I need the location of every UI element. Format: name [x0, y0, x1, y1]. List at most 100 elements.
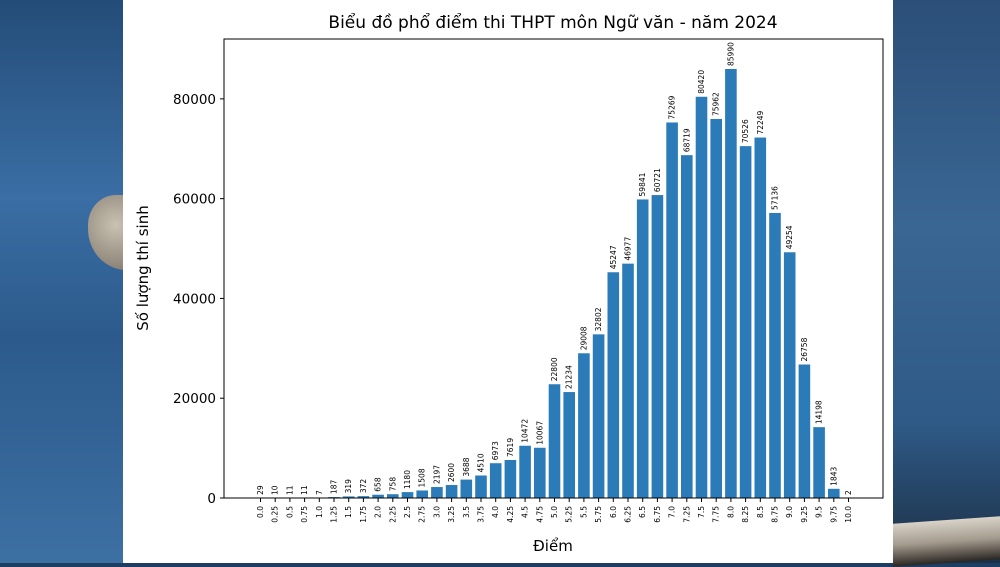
bar-3.5: [461, 480, 473, 498]
bar-2.25: [387, 494, 399, 498]
bar-5.25: [563, 392, 575, 498]
x-tick-label: 2.75: [418, 506, 427, 523]
data-label: 85990: [726, 42, 735, 66]
x-tick-label: 6.75: [653, 506, 662, 523]
bar-9.0: [784, 252, 796, 498]
x-tick-label: 7.5: [697, 506, 706, 518]
data-label: 49254: [785, 225, 794, 249]
bar-7.0: [666, 122, 678, 498]
data-label: 2: [844, 490, 853, 495]
bar-3.75: [475, 476, 487, 499]
data-label: 80420: [697, 70, 706, 94]
x-tick-label: 6.0: [609, 506, 618, 518]
y-tick-label: 60000: [173, 192, 216, 208]
bar-7.25: [681, 155, 693, 498]
x-tick-label: 9.0: [785, 506, 794, 518]
data-label: 57136: [771, 186, 780, 210]
x-tick-label: 3.25: [447, 506, 456, 523]
data-label: 14198: [815, 400, 824, 424]
bar-4.75: [534, 448, 546, 498]
x-tick-label: 5.25: [565, 506, 574, 523]
data-label: 26758: [800, 337, 809, 361]
x-tick-label: 4.75: [535, 506, 544, 523]
data-label: 658: [374, 477, 383, 492]
data-label: 10472: [521, 419, 530, 443]
x-tick-label: 2.25: [388, 506, 397, 523]
x-tick-label: 1.5: [344, 506, 353, 518]
data-label: 7619: [506, 438, 515, 457]
bar-6.75: [652, 195, 664, 498]
data-label: 1843: [829, 466, 838, 485]
data-label: 22800: [550, 357, 559, 381]
x-tick-label: 5.0: [550, 506, 559, 518]
bar-4.5: [519, 446, 531, 498]
bar-5.0: [549, 384, 561, 498]
x-axis-label: Điểm: [533, 537, 573, 555]
x-tick-label: 8.5: [756, 506, 765, 518]
data-label: 1508: [418, 468, 427, 487]
background-right: [893, 0, 1000, 563]
bar-6.0: [608, 272, 620, 498]
data-label: 4510: [477, 453, 486, 472]
bar-2.75: [416, 490, 428, 498]
data-label: 2600: [447, 463, 456, 482]
data-label: 6973: [491, 441, 500, 460]
x-tick-label: 1.75: [359, 506, 368, 523]
bar-8.0: [725, 69, 737, 498]
bar-2.5: [402, 492, 414, 498]
data-label: 75269: [668, 95, 677, 119]
y-axis-label: Số lượng thí sinh: [134, 205, 152, 330]
x-tick-label: 9.75: [829, 506, 838, 523]
bar-9.5: [813, 427, 825, 498]
x-tick-label: 7.25: [682, 506, 691, 523]
x-tick-label: 5.5: [579, 506, 588, 518]
x-tick-label: 7.75: [712, 506, 721, 523]
y-tick-label: 20000: [173, 391, 216, 407]
x-tick-label: 0.5: [285, 506, 294, 518]
x-tick-label: 8.75: [771, 506, 780, 523]
x-tick-label: 10.0: [844, 506, 853, 523]
x-tick-label: 3.75: [477, 506, 486, 523]
x-tick-label: 9.5: [815, 506, 824, 518]
data-label: 187: [330, 480, 339, 495]
data-label: 11: [300, 485, 309, 495]
background-blur-object: [893, 516, 1000, 566]
x-tick-label: 6.5: [638, 506, 647, 518]
data-label: 372: [359, 479, 368, 494]
bar-9.25: [799, 365, 811, 499]
data-label: 7: [315, 490, 324, 495]
data-label: 29008: [579, 326, 588, 350]
bar-8.5: [755, 138, 767, 498]
bar-3.0: [431, 487, 443, 498]
data-label: 70526: [741, 119, 750, 143]
chart-title: Biểu đồ phổ điểm thi THPT môn Ngữ văn - …: [328, 12, 777, 33]
data-label: 68719: [682, 128, 691, 152]
bar-3.25: [446, 485, 458, 498]
data-label: 3688: [462, 457, 471, 476]
bar-8.75: [769, 213, 781, 498]
data-label: 21234: [565, 365, 574, 389]
data-label: 1180: [403, 470, 412, 489]
x-tick-label: 0.75: [300, 506, 309, 523]
x-tick-label: 1.25: [330, 506, 339, 523]
bar-4.0: [490, 463, 502, 498]
x-tick-label: 4.25: [506, 506, 515, 523]
x-tick-label: 6.25: [624, 506, 633, 523]
y-tick-label: 80000: [173, 92, 216, 108]
x-tick-label: 3.0: [432, 506, 441, 518]
data-label: 10: [271, 485, 280, 495]
bar-6.25: [622, 264, 634, 498]
x-tick-label: 2.5: [403, 506, 412, 518]
y-tick-label: 0: [207, 491, 216, 507]
data-label: 29: [256, 485, 265, 495]
x-tick-label: 0.25: [271, 506, 280, 523]
bar-4.25: [505, 460, 517, 498]
score-distribution-chart: Biểu đồ phổ điểm thi THPT môn Ngữ văn - …: [123, 0, 893, 563]
bar-8.25: [740, 146, 752, 498]
data-label: 59841: [638, 172, 647, 196]
x-tick-label: 0.0: [256, 506, 265, 518]
data-label: 60721: [653, 168, 662, 192]
x-tick-label: 8.25: [741, 506, 750, 523]
